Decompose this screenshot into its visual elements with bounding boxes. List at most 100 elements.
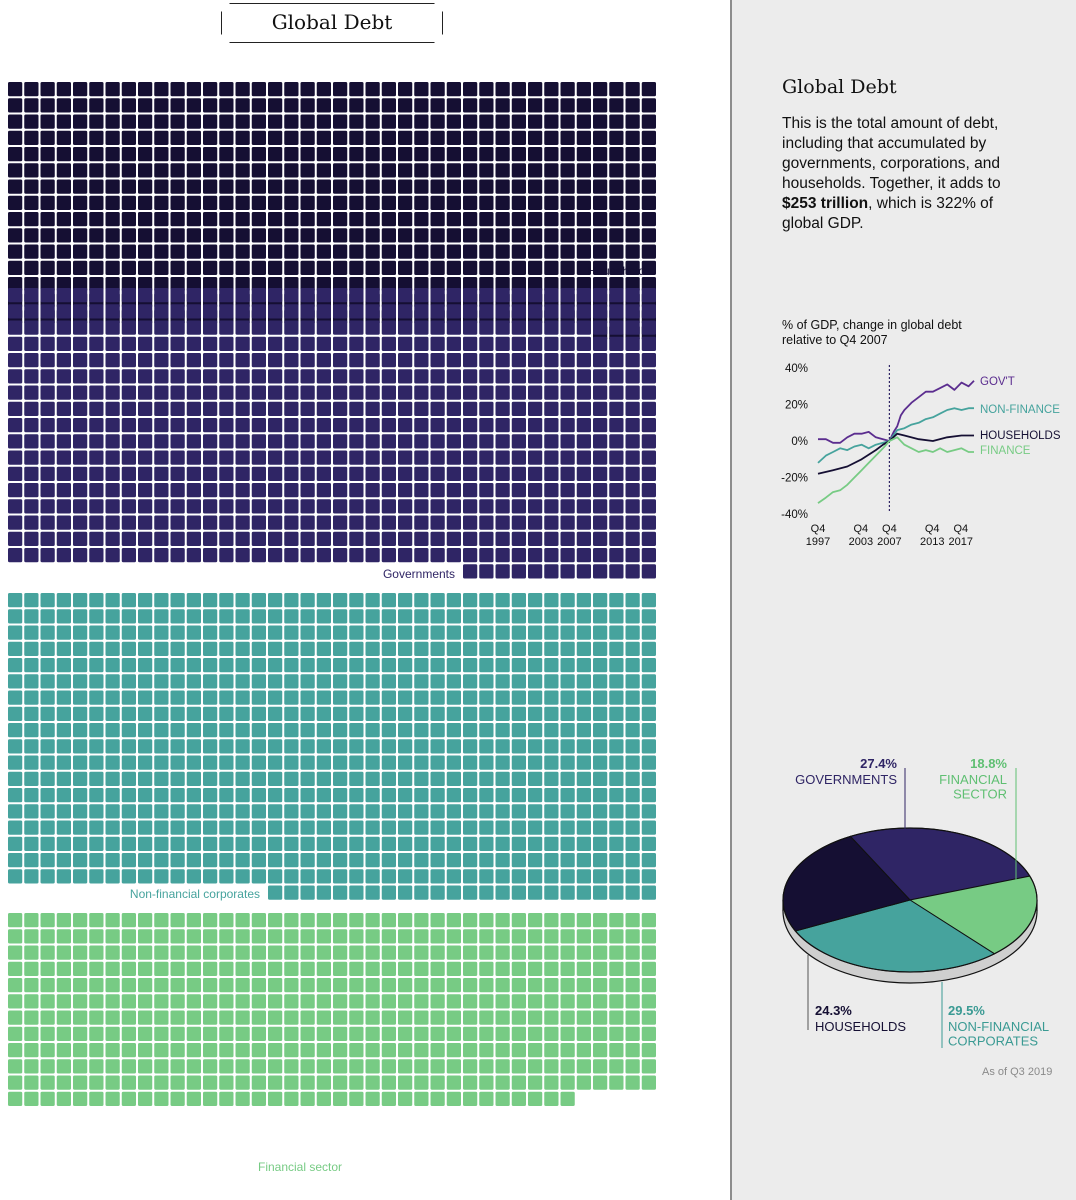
waffle-square (609, 499, 624, 514)
waffle-square (446, 228, 461, 243)
waffle-square (316, 739, 331, 754)
waffle-square (138, 1010, 153, 1025)
waffle-square (593, 788, 608, 803)
waffle-square (576, 499, 591, 514)
waffle-square (398, 147, 413, 162)
waffle-square (446, 1075, 461, 1090)
waffle-square (511, 163, 526, 178)
x-tick-label: Q4 (853, 523, 868, 535)
waffle-square (446, 836, 461, 851)
waffle-square (333, 1043, 348, 1058)
waffle-square (89, 836, 104, 851)
waffle-square (479, 98, 494, 113)
waffle-square (495, 304, 510, 319)
waffle-square (333, 260, 348, 275)
waffle-square (593, 401, 608, 416)
waffle-square (300, 1010, 315, 1025)
waffle-square (89, 369, 104, 384)
waffle-square (544, 483, 559, 498)
waffle-square (300, 1075, 315, 1090)
series-label: HOUSEHOLDS (980, 430, 1061, 442)
waffle-square (495, 98, 510, 113)
waffle-square (479, 771, 494, 786)
waffle-square (398, 369, 413, 384)
waffle-square (251, 277, 266, 292)
waffle-square (203, 1091, 218, 1106)
waffle-square (186, 288, 201, 303)
waffle-square (203, 1059, 218, 1074)
waffle-square (333, 961, 348, 976)
waffle-square (609, 913, 624, 928)
sidebar-title: Global Debt (782, 76, 897, 98)
waffle-square (203, 706, 218, 721)
waffle-square (576, 515, 591, 530)
waffle-square (300, 179, 315, 194)
waffle-square (73, 304, 88, 319)
waffle-square (235, 820, 250, 835)
waffle-square (560, 418, 575, 433)
waffle-square (625, 658, 640, 673)
waffle-square (398, 130, 413, 145)
waffle-square (381, 885, 396, 900)
waffle-square (544, 723, 559, 738)
waffle-square (40, 212, 55, 227)
waffle-square (235, 609, 250, 624)
waffle-square (430, 804, 445, 819)
waffle-square (479, 385, 494, 400)
waffle-square (381, 483, 396, 498)
waffle-square (593, 820, 608, 835)
waffle-square (154, 288, 169, 303)
waffle-square (170, 593, 185, 608)
waffle-square (381, 625, 396, 640)
waffle-square (316, 418, 331, 433)
waffle-square (219, 853, 234, 868)
waffle-square (8, 994, 23, 1009)
waffle-square (511, 853, 526, 868)
waffle-square (56, 641, 71, 656)
waffle-square (381, 228, 396, 243)
waffle-square (528, 434, 543, 449)
waffle-square (560, 723, 575, 738)
waffle-square (414, 1043, 429, 1058)
waffle-square (593, 179, 608, 194)
waffle-square (479, 593, 494, 608)
waffle-square (625, 625, 640, 640)
waffle-square (625, 195, 640, 210)
waffle-square (170, 483, 185, 498)
waffle-square (333, 1091, 348, 1106)
waffle-square (495, 1010, 510, 1025)
waffle-square (544, 978, 559, 993)
waffle-square (576, 147, 591, 162)
waffle-square (593, 1059, 608, 1074)
waffle-square (154, 277, 169, 292)
waffle-square (511, 531, 526, 546)
waffle-square (381, 260, 396, 275)
waffle-square (528, 674, 543, 689)
waffle-square (105, 869, 120, 884)
waffle-square (463, 212, 478, 227)
waffle-square (316, 385, 331, 400)
waffle-square (625, 723, 640, 738)
waffle-square (576, 929, 591, 944)
waffle-square (56, 978, 71, 993)
waffle-square (40, 277, 55, 292)
waffle-square (560, 1026, 575, 1041)
waffle-square (414, 723, 429, 738)
waffle-square (300, 625, 315, 640)
waffle-square (105, 195, 120, 210)
waffle-square (56, 147, 71, 162)
waffle-square (316, 147, 331, 162)
waffle-square (333, 1075, 348, 1090)
waffle-square (544, 147, 559, 162)
waffle-square (528, 641, 543, 656)
waffle-square (414, 913, 429, 928)
waffle-square (544, 244, 559, 259)
waffle-square (8, 1043, 23, 1058)
waffle-square (398, 945, 413, 960)
waffle-square (511, 277, 526, 292)
waffle-square (24, 641, 39, 656)
waffle-square (398, 163, 413, 178)
waffle-square (463, 641, 478, 656)
waffle-square (641, 369, 656, 384)
waffle-square (511, 548, 526, 563)
